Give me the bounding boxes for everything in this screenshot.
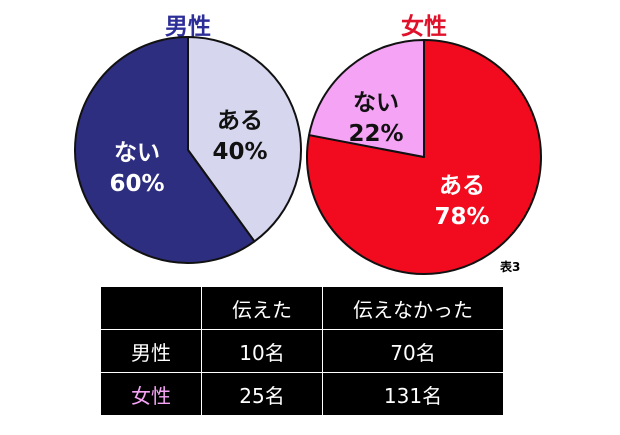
male-slice-label-yes: ある [217,108,263,134]
male-slice-label-no: ない [114,140,160,166]
table-row-female: 女性 25名 131名 [100,372,504,416]
summary-table: 伝えた 伝えなかった 男性 10名 70名 女性 25名 131名 [100,286,504,416]
female-not-told-cell: 131名 [322,372,504,416]
female-slice-percent-no: 22% [348,121,403,147]
female-slice-label-no: ない [353,90,399,116]
row-label-female: 女性 [100,372,202,416]
male-slice-no [74,36,256,264]
male-pie-title: 男性 [165,14,211,40]
table-header-row: 伝えた 伝えなかった [100,286,504,330]
female-told-cell: 25名 [201,372,323,416]
table-row-male: 男性 10名 70名 [100,329,504,373]
header-cell-not-told: 伝えなかった [322,286,504,330]
female-pie-title: 女性 [401,13,447,40]
header-cell-empty [100,286,202,330]
header-cell-told: 伝えた [201,286,323,330]
male-told-cell: 10名 [201,329,323,373]
male-slice-percent-yes: 40% [212,139,267,165]
female-slice-no [308,39,425,158]
male-slice-yes [187,36,302,243]
male-slice-percent-no: 60% [109,171,164,197]
male-not-told-cell: 70名 [322,329,504,373]
female-slice-percent-yes: 78% [434,204,489,230]
female-slice-label-yes: ある [439,173,485,199]
figure-label: 表3 [499,259,520,274]
row-label-male: 男性 [100,329,202,373]
